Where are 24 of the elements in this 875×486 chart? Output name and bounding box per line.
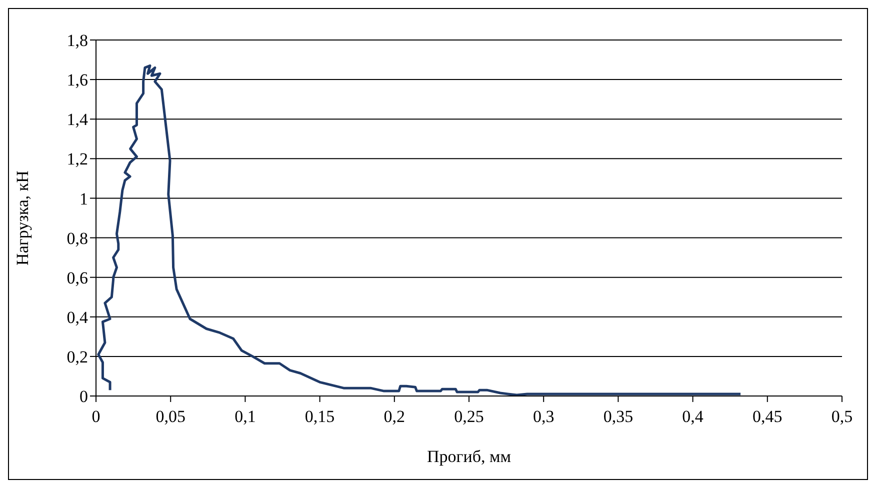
- x-tick-label: 0,25: [454, 407, 484, 426]
- x-tick-label: 0,45: [752, 407, 782, 426]
- x-axis-title: Прогиб, мм: [426, 447, 512, 466]
- y-tick-label: 1,4: [66, 110, 88, 130]
- x-tick-label: 0: [92, 407, 100, 426]
- x-tick-label: 0,1: [234, 407, 256, 426]
- line-series: [97, 64, 742, 396]
- x-tick-label: 0,5: [831, 407, 853, 426]
- x-tick-label: 0,4: [682, 407, 704, 426]
- y-tick-label: 1,6: [66, 70, 88, 90]
- y-tick-label: 0,8: [66, 228, 88, 248]
- x-tick-label: 0,15: [304, 407, 335, 426]
- y-tick-label: 1,8: [66, 31, 88, 50]
- y-tick-label: 1,2: [66, 150, 88, 169]
- y-tick-label: 0,2: [66, 347, 88, 366]
- x-tick-label: 0,3: [532, 407, 554, 426]
- x-tick-label: 0,35: [603, 407, 634, 426]
- x-tick-label: 0,2: [384, 407, 406, 426]
- y-axis-title: Нагрузка, кН: [13, 170, 32, 266]
- y-tick-label: 1: [80, 189, 88, 208]
- y-tick-label: 0,6: [66, 268, 88, 288]
- y-tick-label: 0: [80, 387, 88, 406]
- x-tick-label: 0,05: [156, 407, 186, 426]
- y-tick-label: 0,4: [66, 308, 88, 327]
